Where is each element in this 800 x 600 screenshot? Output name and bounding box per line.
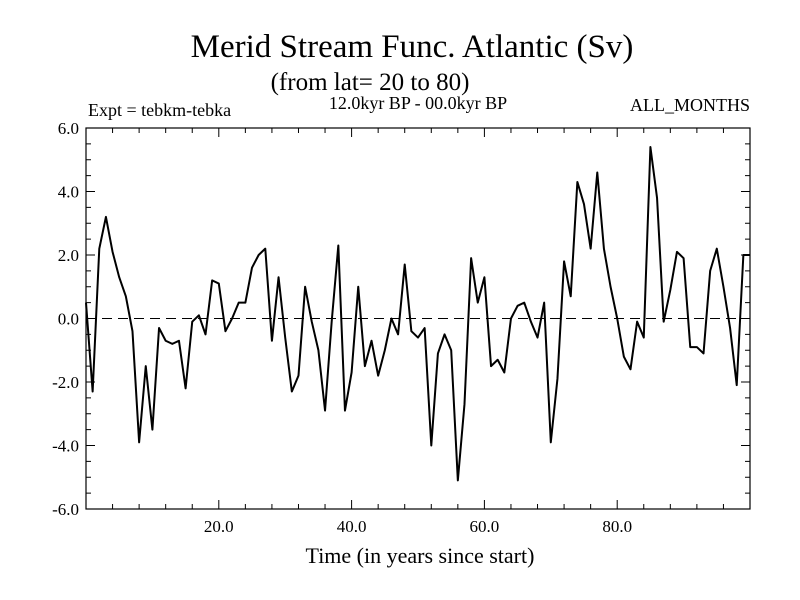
- y-tick-label: -4.0: [52, 437, 79, 456]
- y-tick-label: -6.0: [52, 500, 79, 519]
- x-tick-label: 60.0: [470, 517, 500, 536]
- x-tick-label: 20.0: [204, 517, 234, 536]
- months-label: ALL_MONTHS: [630, 95, 750, 115]
- chart-subtitle: (from lat= 20 to 80): [271, 69, 470, 96]
- y-tick-label: 2.0: [58, 246, 79, 265]
- x-tick-label: 40.0: [337, 517, 367, 536]
- period-label: 12.0kyr BP - 00.0kyr BP: [329, 93, 507, 113]
- experiment-label: Expt = tebkm-tebka: [88, 100, 231, 120]
- y-tick-label: 0.0: [58, 310, 79, 329]
- x-tick-label: 80.0: [602, 517, 632, 536]
- y-tick-label: 6.0: [58, 119, 79, 138]
- series-line: [85, 146, 750, 482]
- y-tick-label: 4.0: [58, 183, 79, 202]
- x-axis-ticks: 20.0 40.0 60.0 80.0: [112, 128, 724, 536]
- y-axis-ticks: -6.0 -4.0 -2.0 0.0 2.0 4.0 6.0: [52, 119, 750, 519]
- series-group: [85, 146, 750, 482]
- y-tick-label: -2.0: [52, 373, 79, 392]
- chart-title: Merid Stream Func. Atlantic (Sv): [191, 29, 634, 65]
- x-axis-label: Time (in years since start): [306, 543, 535, 568]
